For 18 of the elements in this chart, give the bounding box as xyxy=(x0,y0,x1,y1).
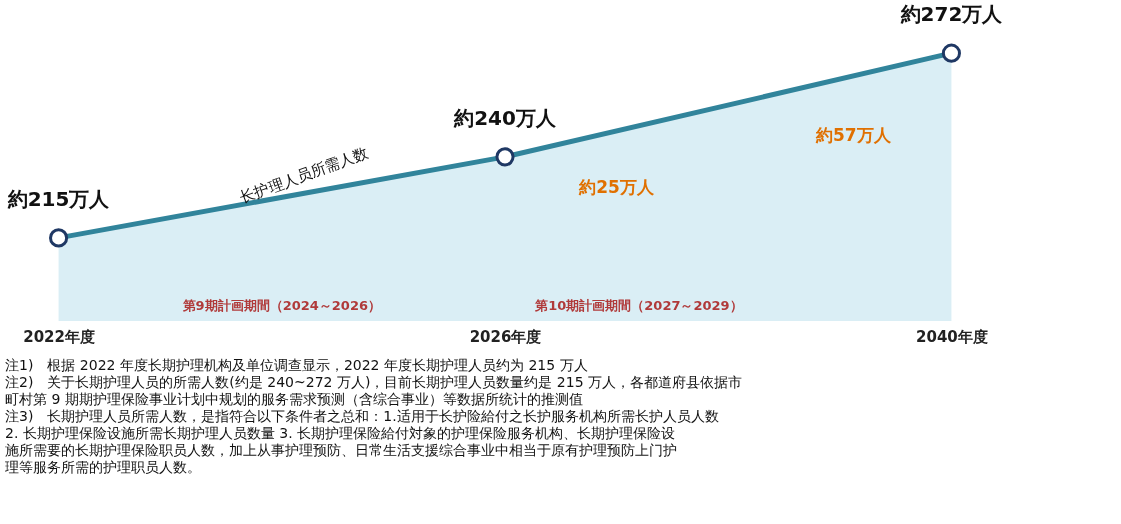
annotation: 注2) 关于长期护理人员的所需人数(约是 240~272 万人)，目前长期护理人员数量约是 215 万人，各都道府县依据市 xyxy=(5,373,742,390)
annotation: 第10期計画期間（2027～2029） xyxy=(534,298,743,314)
annotation: 約25万人 xyxy=(578,177,655,198)
annotation: 理等服务所需的护理职员人数。 xyxy=(5,458,201,475)
data-label: 約215万人 xyxy=(6,186,111,211)
data-label: 約272万人 xyxy=(899,2,1004,27)
text: 长护理人员所需人数 xyxy=(237,143,371,207)
annotation: 注3) 长期护理人员所需人数，是指符合以下条件者之总和：1.适用于长护险給付之长护服务机构所需长护人员人数 xyxy=(5,407,719,424)
x-tick-label: 2040年度 xyxy=(916,327,988,346)
x-tick-label: 2026年度 xyxy=(469,327,542,346)
annotation: 約57万人 xyxy=(814,125,892,146)
annotation: 第9期計画期間（2024～2026） xyxy=(181,298,381,314)
annotation: 施所需要的长期护理保险职员人数，加上从事护理预防、日常生活支援综合事业中相当于原有护理预防上门护 xyxy=(5,441,677,458)
annotation: 町村第 9 期期护理保险事业计划中规划的服务需求预测（含综合事业）等数据所统计的推测值 xyxy=(5,390,583,407)
annotation: 2. 长期护理保险设施所需长期护理人员数量 3. 长期护理保险給付対象的护理保险服务机构、长期护理保险设 xyxy=(5,424,676,441)
data-label: 約240万人 xyxy=(453,105,557,130)
annotation: 注1) 根据 2022 年度长期护理机构及单位调查显示，2022 年度长期护理人员约为 215 万人 xyxy=(5,356,588,373)
x-tick-label: 2022年度 xyxy=(23,327,95,346)
